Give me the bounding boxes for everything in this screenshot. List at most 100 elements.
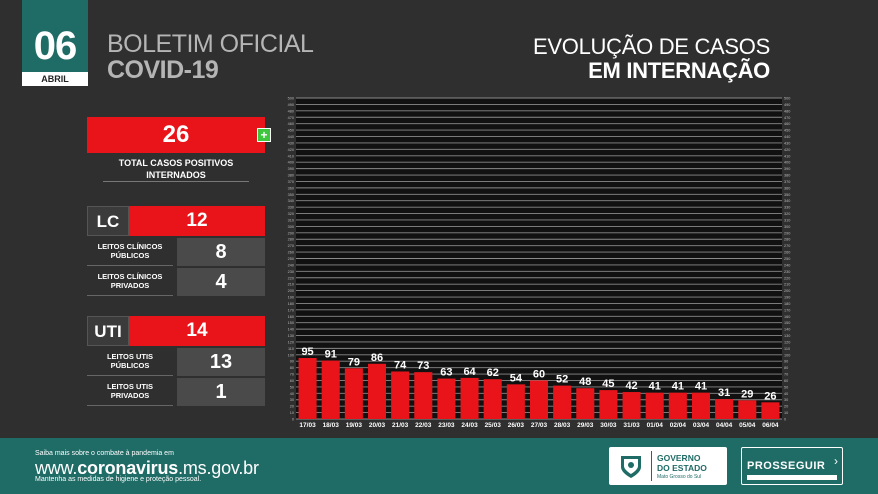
x-tick-label: 24/03 (461, 422, 478, 429)
y-tick-label-right: 180 (784, 302, 790, 306)
bar-value-label: 62 (487, 367, 499, 379)
y-tick-label-right: 150 (784, 321, 790, 325)
government-logo: GOVERNO DO ESTADO Mato Grosso do Sul (609, 447, 727, 485)
x-tick-label: 05/04 (739, 422, 756, 429)
footer-url-suffix: .ms.gov.br (178, 458, 259, 478)
government-state: Mato Grosso do Sul (657, 474, 702, 480)
prosseguir-text: PROSSEGUIR (747, 460, 826, 472)
prosseguir-logo: PROSSEGUIR › (741, 447, 843, 485)
y-tick-label-right: 230 (784, 270, 790, 274)
y-tick-label-left: 400 (288, 161, 294, 165)
bar-value-label: 91 (325, 349, 337, 361)
x-tick-label: 19/03 (346, 422, 363, 429)
x-tick-label: 29/03 (577, 422, 594, 429)
y-tick-label-left: 420 (288, 148, 294, 152)
y-tick-label-right: 100 (784, 353, 790, 357)
y-tick-label-left: 130 (288, 334, 294, 338)
state-crest-icon (621, 456, 641, 478)
y-tick-label-right: 360 (784, 186, 790, 190)
bar-value-label: 64 (463, 366, 476, 378)
y-tick-label-right: 110 (784, 347, 790, 351)
y-tick-label-left: 290 (288, 231, 294, 235)
lc-value: 12 (129, 206, 265, 236)
y-tick-label-right: 480 (784, 109, 790, 113)
footer-url-link[interactable]: www.coronavirus.ms.gov.br (35, 458, 259, 479)
lc-public-label-line2: PÚBLICOS (110, 251, 150, 260)
y-tick-label-left: 210 (288, 283, 294, 287)
y-tick-label-left: 90 (290, 360, 294, 364)
bulletin-title-line1: BOLETIM OFICIAL (107, 30, 314, 58)
total-label-line2: INTERNADOS (146, 170, 206, 180)
bar (738, 400, 757, 419)
y-tick-label-right: 410 (784, 154, 790, 158)
total-hospitalized-label: TOTAL CASOS POSITIVOS INTERNADOS (103, 157, 249, 181)
bar (506, 384, 525, 419)
y-tick-label-right: 420 (784, 148, 790, 152)
bar-value-label: 41 (649, 381, 661, 393)
y-tick-label-right: 450 (784, 129, 790, 133)
y-tick-label-right: 320 (784, 212, 790, 216)
x-tick-label: 31/03 (623, 422, 640, 429)
y-tick-label-right: 160 (784, 315, 790, 319)
bar-value-label: 48 (579, 376, 591, 388)
y-tick-label-left: 470 (288, 116, 294, 120)
y-tick-label-right: 350 (784, 193, 790, 197)
uti-private-value: 1 (177, 378, 265, 406)
bar-value-label: 63 (440, 367, 452, 379)
lc-public-label-line1: LEITOS CLÍNICOS (97, 242, 163, 251)
y-tick-label-right: 440 (784, 135, 790, 139)
y-tick-label-right: 130 (784, 334, 790, 338)
y-tick-label-left: 80 (290, 366, 294, 370)
bar (321, 360, 340, 419)
bar-value-label: 42 (625, 380, 637, 392)
y-tick-label-left: 20 (290, 405, 294, 409)
y-tick-label-left: 390 (288, 167, 294, 171)
chart-title: EVOLUÇÃO DE CASOS EM INTERNAÇÃO (533, 35, 770, 83)
y-tick-label-right: 210 (784, 283, 790, 287)
bulletin-title: BOLETIM OFICIAL COVID-19 (107, 30, 314, 84)
bar-value-label: 52 (556, 374, 568, 386)
lc-private-value: 4 (177, 268, 265, 296)
y-tick-label-left: 340 (288, 199, 294, 203)
bar (691, 392, 711, 419)
y-tick-label-left: 450 (288, 129, 294, 133)
y-tick-label-left: 280 (288, 238, 294, 242)
y-tick-label-right: 430 (784, 141, 790, 145)
bar-value-label: 54 (510, 372, 523, 384)
y-tick-label-left: 190 (288, 296, 294, 300)
y-tick-label-left: 430 (288, 141, 294, 145)
bar-value-label: 29 (741, 388, 753, 400)
y-tick-label-left: 320 (288, 212, 294, 216)
y-tick-label-right: 250 (784, 257, 790, 261)
uti-public-value: 13 (177, 348, 265, 376)
x-tick-label: 26/03 (508, 422, 525, 429)
bar (622, 392, 641, 419)
date-month: ABRIL (22, 72, 88, 86)
y-tick-label-right: 270 (784, 244, 790, 248)
y-tick-label-left: 370 (288, 180, 294, 184)
uti-private-label-line1: LEITOS UTIs (106, 382, 154, 391)
y-tick-label-left: 300 (288, 225, 294, 229)
x-tick-label: 06/04 (762, 422, 779, 429)
y-tick-label-right: 470 (784, 116, 790, 120)
y-tick-label-right: 280 (784, 238, 790, 242)
bar-value-label: 60 (533, 368, 545, 380)
footer-hygiene-text: Mantenha as medidas de higiene e proteçã… (35, 476, 202, 483)
prosseguir-bar (747, 475, 837, 480)
y-tick-label-left: 160 (288, 315, 294, 319)
y-tick-label-left: 240 (288, 263, 294, 267)
y-tick-label-left: 440 (288, 135, 294, 139)
y-tick-label-left: 350 (288, 193, 294, 197)
y-tick-label-right: 90 (784, 360, 788, 364)
x-tick-label: 21/03 (392, 422, 409, 429)
bulletin-title-line2: COVID-19 (107, 56, 219, 84)
y-tick-label-right: 170 (784, 308, 790, 312)
y-tick-label-right: 290 (784, 231, 790, 235)
y-tick-label-right: 0 (784, 418, 786, 422)
x-tick-label: 20/03 (369, 422, 386, 429)
y-tick-label-left: 500 (288, 97, 294, 101)
y-tick-label-right: 60 (784, 379, 788, 383)
y-tick-label-left: 200 (288, 289, 294, 293)
bar-value-label: 74 (394, 359, 407, 371)
y-tick-label-left: 260 (288, 251, 294, 255)
